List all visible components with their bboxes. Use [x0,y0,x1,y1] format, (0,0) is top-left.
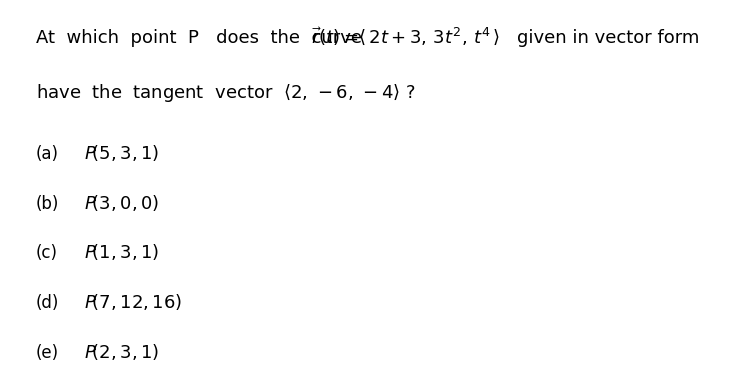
Text: given in vector form: given in vector form [517,29,699,47]
Text: $P\!\left(2,3,1\right)$: $P\!\left(2,3,1\right)$ [85,342,160,362]
Text: have  the  tangent  vector  $\left\langle 2,\,-6,\,-4 \right\rangle$ ?: have the tangent vector $\left\langle 2,… [35,82,416,104]
Text: $P\!\left(3,0,0\right)$: $P\!\left(3,0,0\right)$ [85,193,160,213]
Text: $P\!\left(7,12,16\right)$: $P\!\left(7,12,16\right)$ [85,292,183,312]
Text: (b): (b) [35,195,59,213]
Text: At  which  point  P   does  the  curve: At which point P does the curve [35,29,362,47]
Text: $P\!\left(5,3,1\right)$: $P\!\left(5,3,1\right)$ [85,143,160,163]
Text: $\vec{r}(t) = \!\left\langle\, 2t+3,\, 3t^2,\, t^4 \,\right\rangle$: $\vec{r}(t) = \!\left\langle\, 2t+3,\, 3… [311,25,500,47]
Text: $P\!\left(1,3,1\right)$: $P\!\left(1,3,1\right)$ [85,242,160,262]
Text: (e): (e) [35,344,59,362]
Text: (c): (c) [35,244,57,262]
Text: (a): (a) [35,145,58,163]
Text: (d): (d) [35,294,59,312]
